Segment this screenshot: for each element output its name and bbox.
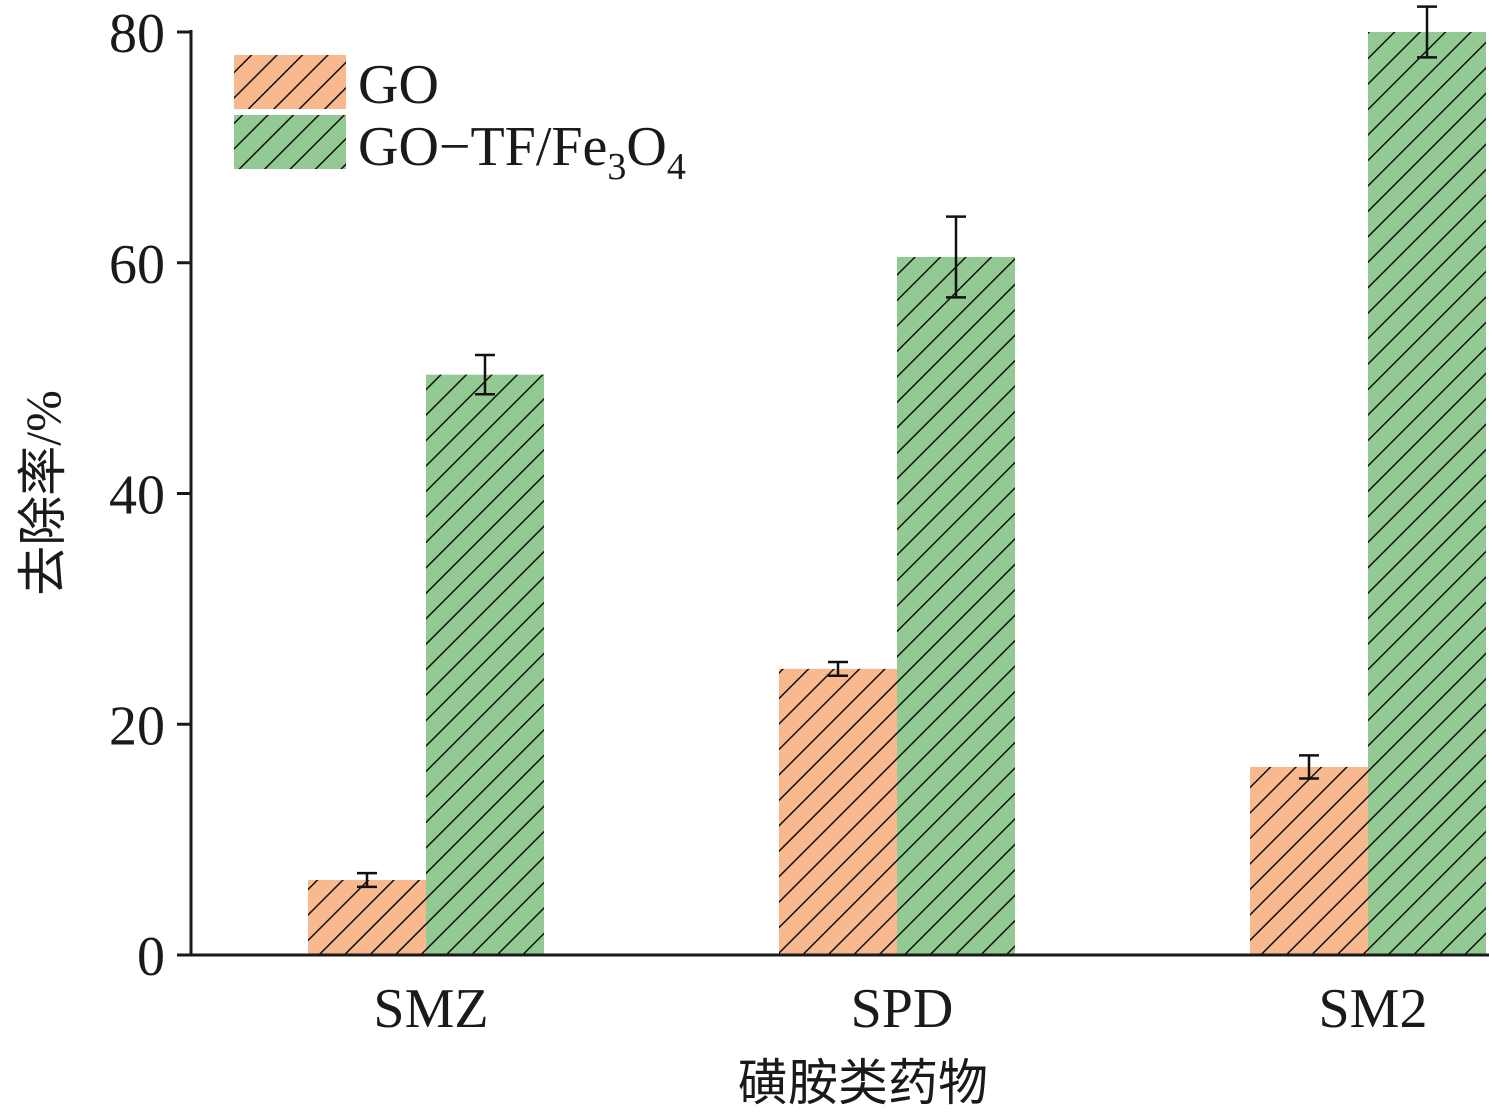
bars-layer [308,32,1486,955]
x-tick-label-sm2: SM2 [1319,978,1428,1040]
error-bar-go-tf-fe3o4-smz [475,353,495,396]
legend: GO GO−TF/Fe3O4 [234,54,686,188]
bar-hatch-go-tf-fe3o4-sm2 [1368,32,1486,955]
legend-label-go-tf-fe3o4: GO−TF/Fe3O4 [358,116,686,188]
y-tick-label-80: 80 [109,3,165,65]
legend-swatch-go-tf-fe3o4-hatch [234,115,346,169]
bar-hatch-go-sm2 [1250,766,1368,955]
legend-label-sub-4: 4 [667,146,686,188]
error-bar-go-tf-fe3o4-sm2 [1417,5,1437,59]
error-bar-go-tf-fe3o4-spd [946,215,966,299]
error-bars-layer [357,5,1437,889]
legend-label-go: GO [358,54,439,116]
error-bar-go-sm2 [1299,754,1319,780]
x-tick-label-smz: SMZ [373,978,488,1040]
error-bar-go-smz [357,871,377,889]
legend-swatch-go-hatch [234,55,346,109]
y-axis-title: 去除率/% [15,390,71,596]
y-tick-label-40: 40 [109,465,165,527]
bar-hatch-go-smz [308,880,426,955]
bar-hatch-go-tf-fe3o4-smz [426,374,544,955]
x-axis-title: 磺胺类药物 [738,1055,988,1111]
y-tick-label-60: 60 [109,234,165,296]
bar-hatch-go-tf-fe3o4-spd [897,256,1015,955]
error-bar-go-spd [828,660,848,678]
y-tick-label-0: 0 [137,926,165,988]
legend-label-main: GO−TF/Fe [358,116,607,178]
bar-hatch-go-spd [779,668,897,955]
x-labels-layer: SMZ SPD SM2 [373,978,1427,1040]
y-tick-label-20: 20 [109,695,165,757]
x-tick-label-spd: SPD [851,978,954,1040]
y-ticks-layer: 0 20 40 60 80 [109,3,191,988]
legend-label-o: O [626,116,666,178]
legend-label-sub-3: 3 [607,146,626,188]
